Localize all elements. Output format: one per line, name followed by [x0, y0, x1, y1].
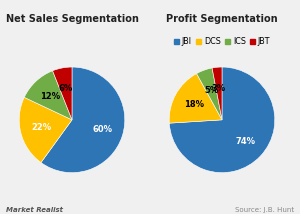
Wedge shape [52, 67, 72, 120]
Wedge shape [169, 67, 275, 173]
Wedge shape [169, 74, 222, 123]
Text: 74%: 74% [235, 137, 255, 146]
Text: Profit Segmentation: Profit Segmentation [166, 14, 278, 24]
Text: 3%: 3% [212, 84, 226, 93]
Text: 60%: 60% [92, 125, 112, 134]
Legend: JBI, DCS, ICS, JBT: JBI, DCS, ICS, JBT [170, 34, 274, 49]
Wedge shape [19, 97, 72, 163]
Wedge shape [196, 68, 222, 120]
Text: Source: J.B. Hunt: Source: J.B. Hunt [235, 207, 294, 213]
Wedge shape [41, 67, 125, 173]
Text: 5%: 5% [204, 86, 218, 95]
Text: Market Realist: Market Realist [6, 207, 63, 213]
Text: 12%: 12% [40, 92, 60, 101]
Text: Net Sales Segmentation: Net Sales Segmentation [6, 14, 138, 24]
Text: 6%: 6% [59, 84, 73, 93]
Wedge shape [212, 67, 222, 120]
Wedge shape [24, 71, 72, 120]
Text: 18%: 18% [184, 100, 204, 109]
Text: 22%: 22% [31, 123, 51, 132]
